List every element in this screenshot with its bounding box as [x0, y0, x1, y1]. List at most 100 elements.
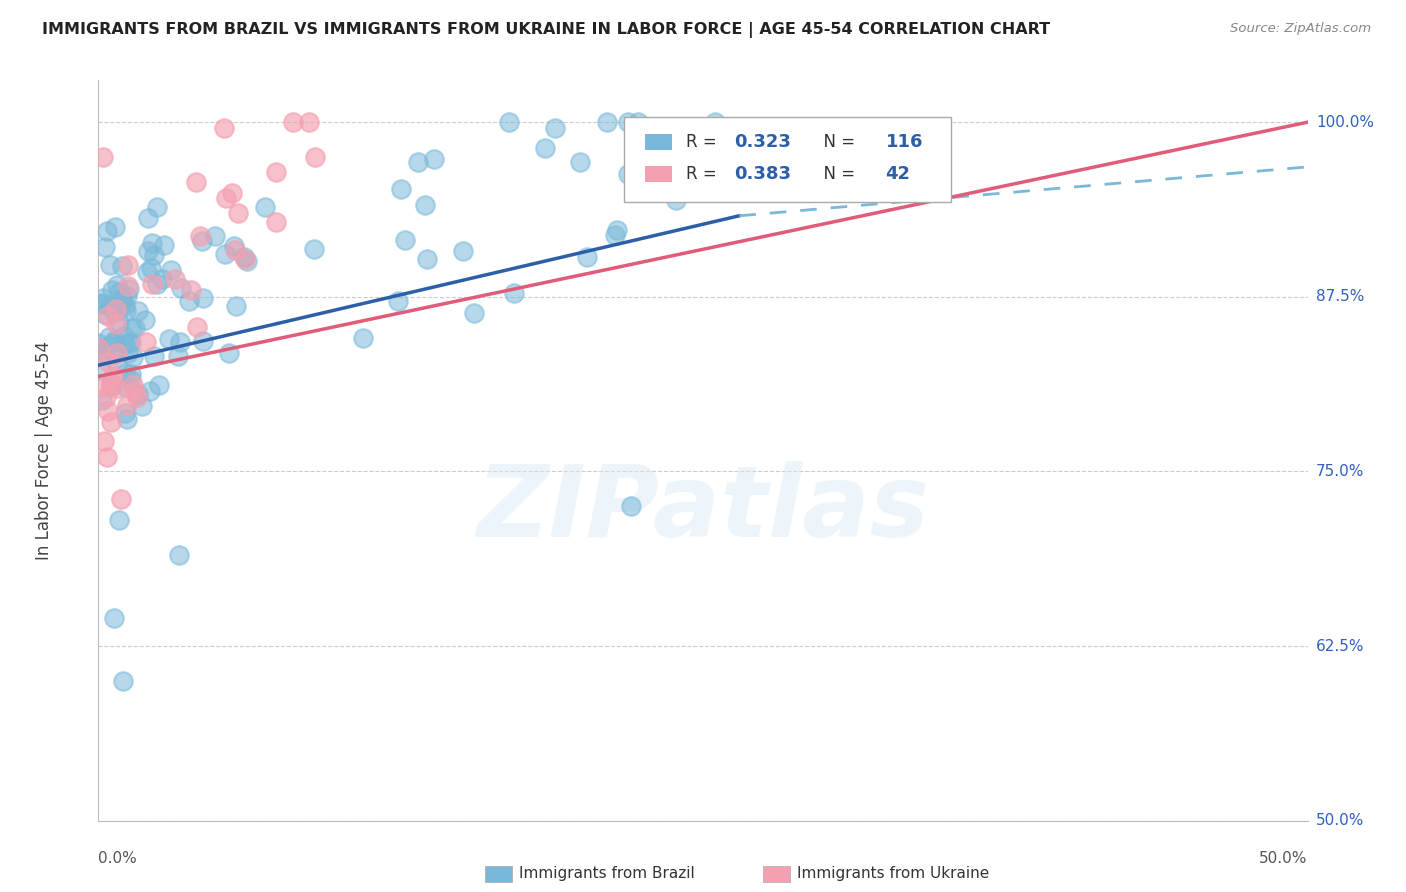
Point: [180, 283, 202, 297]
Point: [190, 234, 212, 248]
Point: [177, 293, 200, 308]
Point: [704, 136, 727, 150]
Point: [114, 367, 136, 381]
Point: [637, 151, 659, 165]
Point: [124, 384, 146, 399]
Point: [389, 182, 412, 196]
Point: [191, 291, 214, 305]
Point: [97, 339, 120, 353]
Text: Immigrants from Brazil: Immigrants from Brazil: [519, 866, 695, 881]
Point: [96, 450, 118, 465]
Point: [451, 244, 474, 258]
Point: [114, 298, 136, 312]
Point: [91, 291, 114, 305]
Point: [110, 492, 132, 507]
Point: [503, 285, 526, 300]
Point: [595, 115, 617, 129]
Point: [105, 277, 128, 292]
Point: [120, 334, 142, 349]
Point: [87, 341, 110, 355]
Point: [104, 333, 127, 347]
Text: 116: 116: [886, 133, 924, 151]
Point: [125, 390, 148, 404]
Point: [118, 336, 141, 351]
Point: [122, 378, 145, 392]
Text: Source: ZipAtlas.com: Source: ZipAtlas.com: [1230, 22, 1371, 36]
Point: [117, 282, 139, 296]
Point: [188, 229, 211, 244]
Text: 100.0%: 100.0%: [1316, 115, 1374, 129]
Point: [104, 301, 127, 316]
Point: [104, 219, 127, 234]
Point: [617, 167, 640, 181]
Point: [103, 611, 125, 625]
Point: [169, 334, 191, 349]
Point: [115, 412, 138, 426]
Point: [90, 296, 112, 310]
Point: [148, 377, 170, 392]
Point: [139, 384, 162, 398]
Text: In Labor Force | Age 45-54: In Labor Force | Age 45-54: [35, 341, 53, 560]
Point: [100, 376, 122, 390]
Point: [352, 331, 374, 345]
Point: [226, 205, 249, 219]
Point: [169, 281, 191, 295]
Text: N =: N =: [813, 133, 860, 151]
Point: [387, 294, 409, 309]
Point: [96, 390, 118, 404]
Point: [141, 277, 163, 292]
Point: [236, 254, 259, 268]
Point: [214, 247, 236, 261]
Point: [569, 155, 592, 169]
Point: [115, 398, 138, 412]
Point: [98, 258, 121, 272]
Point: [298, 115, 321, 129]
Point: [233, 252, 256, 266]
Point: [107, 304, 129, 318]
Point: [97, 329, 120, 343]
Text: 0.323: 0.323: [734, 133, 792, 151]
Point: [394, 233, 416, 247]
Point: [121, 321, 143, 335]
Point: [89, 343, 111, 357]
Text: 62.5%: 62.5%: [1316, 639, 1364, 654]
Text: Immigrants from Ukraine: Immigrants from Ukraine: [797, 866, 990, 881]
Point: [97, 309, 120, 323]
Point: [115, 380, 138, 394]
Point: [90, 393, 112, 408]
Point: [165, 271, 187, 285]
Point: [117, 258, 139, 272]
Point: [120, 367, 142, 381]
Bar: [645, 166, 672, 183]
Point: [160, 263, 183, 277]
Point: [103, 335, 125, 350]
Point: [215, 191, 238, 205]
Point: [131, 399, 153, 413]
Point: [212, 120, 235, 135]
Text: 50.0%: 50.0%: [1316, 814, 1364, 828]
Point: [166, 349, 188, 363]
Point: [105, 346, 128, 360]
FancyBboxPatch shape: [624, 118, 950, 202]
Point: [617, 115, 640, 129]
Point: [544, 121, 567, 136]
Point: [672, 147, 695, 161]
Point: [135, 334, 157, 349]
Point: [264, 215, 287, 229]
Point: [105, 357, 128, 371]
Point: [135, 265, 157, 279]
Point: [93, 434, 115, 448]
Point: [413, 198, 436, 212]
Point: [157, 332, 180, 346]
Point: [124, 320, 146, 334]
Text: 0.0%: 0.0%: [98, 851, 138, 866]
Bar: [485, 866, 512, 882]
Point: [136, 244, 159, 258]
Point: [143, 349, 166, 363]
Point: [627, 115, 650, 129]
Point: [225, 299, 247, 313]
Text: 42: 42: [886, 165, 911, 183]
Point: [406, 154, 429, 169]
Point: [221, 186, 243, 200]
Point: [150, 272, 173, 286]
